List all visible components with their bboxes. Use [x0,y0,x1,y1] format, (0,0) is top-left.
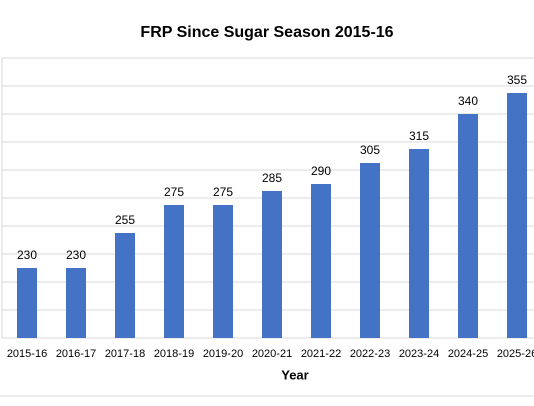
data-label: 275 [164,185,184,199]
data-label: 275 [213,185,233,199]
bar [360,163,380,338]
data-label: 315 [409,129,429,143]
data-label: 230 [66,248,86,262]
x-tick-label: 2017-18 [105,348,145,360]
data-label: 305 [360,143,380,157]
data-label: 230 [17,248,37,262]
bar [17,268,37,338]
data-label: 355 [507,73,527,87]
bar [262,191,282,338]
bar [213,205,233,338]
data-label: 340 [458,94,478,108]
bar [66,268,86,338]
data-label: 285 [262,171,282,185]
bar [507,93,527,338]
x-tick-label: 2022-23 [350,348,390,360]
data-label: 290 [311,164,331,178]
x-tick-label: 2024-25 [448,348,488,360]
x-tick-label: 2020-21 [252,348,292,360]
x-tick-label: 2018-19 [154,348,194,360]
bar [115,233,135,338]
x-tick-label: 2019-20 [203,348,243,360]
x-tick-label: 2016-17 [56,348,96,360]
bar [164,205,184,338]
x-axis-title: Year [281,367,308,382]
bar [409,149,429,338]
x-tick-label: 2023-24 [399,348,439,360]
bar [311,184,331,338]
chart-title: FRP Since Sugar Season 2015-16 [140,24,393,41]
x-tick-label: 2025-26 [497,348,534,360]
data-label: 255 [115,213,135,227]
x-tick-label: 2021-22 [301,348,341,360]
x-tick-label: 2015-16 [7,348,47,360]
bar [458,114,478,338]
